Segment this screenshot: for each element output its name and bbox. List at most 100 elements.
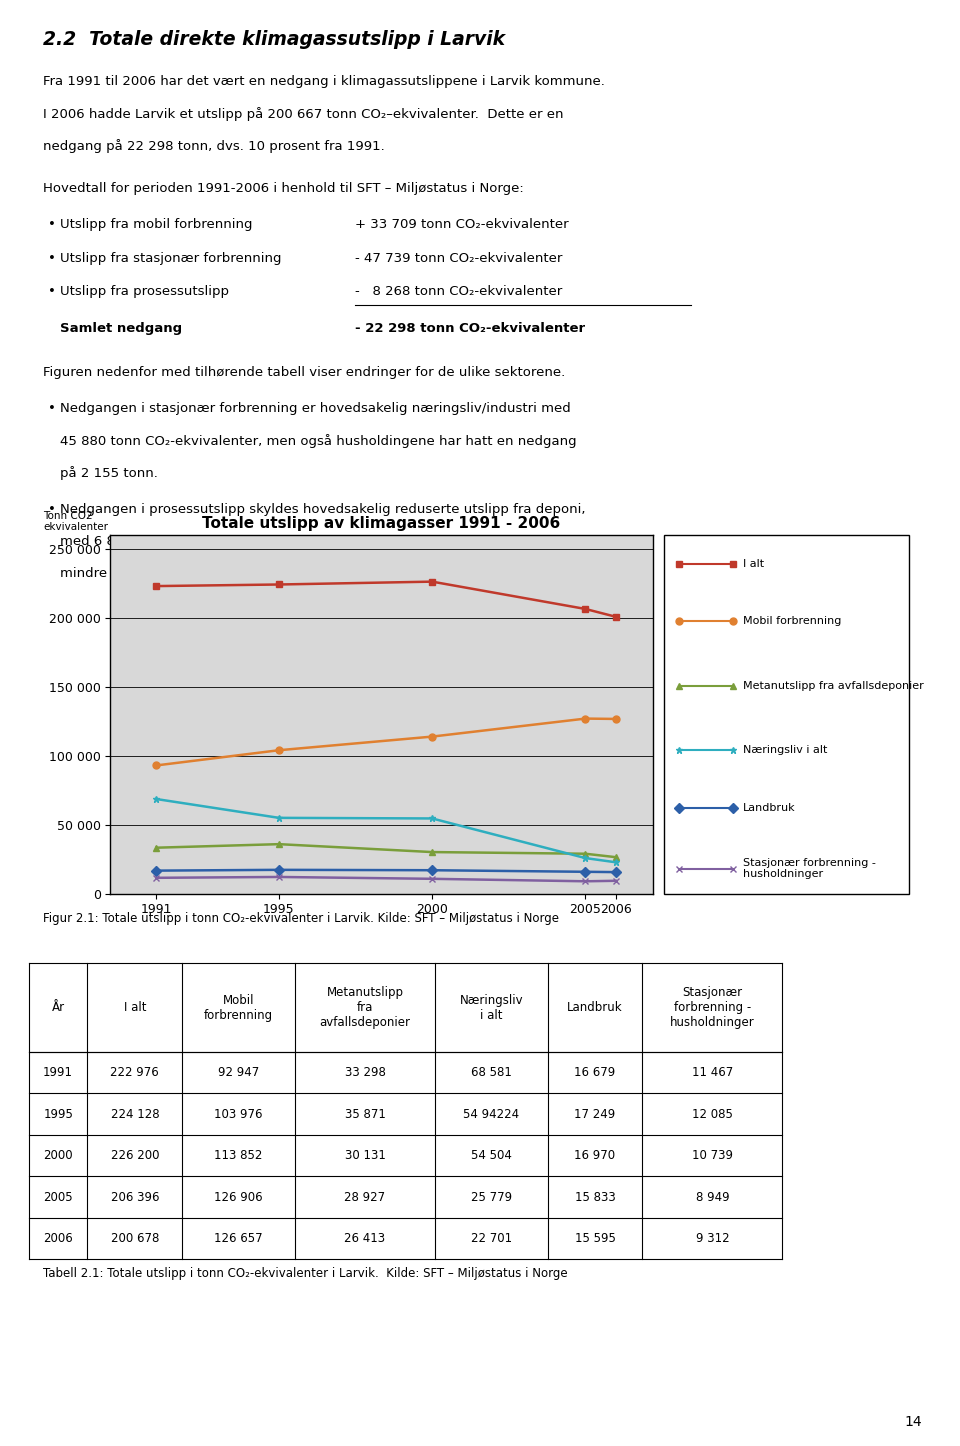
Text: Nedgangen i prosessutslipp skyldes hovedsakelig reduserte utslipp fra deponi,: Nedgangen i prosessutslipp skyldes hoved… bbox=[60, 503, 586, 516]
Text: Nedgangen i stasjonær forbrenning er hovedsakelig næringsliv/industri med: Nedgangen i stasjonær forbrenning er hov… bbox=[60, 402, 571, 415]
Text: 200 678: 200 678 bbox=[110, 1232, 159, 1245]
Text: Stasjonær forbrenning -
husholdninger: Stasjonær forbrenning - husholdninger bbox=[743, 857, 876, 879]
Line: Mobil forbrenning: Mobil forbrenning bbox=[153, 716, 619, 769]
Line: Stasjonær forbrenning -
husholdninger: Stasjonær forbrenning - husholdninger bbox=[153, 873, 619, 885]
Mobil forbrenning bbox=[580, 710, 591, 727]
Text: Hovedtall for perioden 1991-2006 i henhold til SFT – Miljøstatus i Norge:: Hovedtall for perioden 1991-2006 i henho… bbox=[43, 182, 524, 195]
Metanutslipp fra avfallsdeponier bbox=[426, 843, 438, 860]
Text: 113 852: 113 852 bbox=[214, 1150, 263, 1163]
Text: I alt: I alt bbox=[124, 1001, 146, 1014]
I alt bbox=[426, 573, 438, 590]
Text: 35 871: 35 871 bbox=[345, 1108, 385, 1121]
Text: 14: 14 bbox=[904, 1414, 922, 1429]
Landbruk bbox=[580, 863, 591, 881]
Text: Fra 1991 til 2006 har det vært en nedgang i klimagassutslippene i Larvik kommune: Fra 1991 til 2006 har det vært en nedgan… bbox=[43, 75, 605, 88]
Text: 54 504: 54 504 bbox=[470, 1150, 512, 1163]
Stasjonær forbrenning -
husholdninger bbox=[151, 869, 162, 886]
Stasjonær forbrenning -
husholdninger bbox=[426, 870, 438, 888]
Text: 15 595: 15 595 bbox=[575, 1232, 615, 1245]
Text: 30 131: 30 131 bbox=[345, 1150, 385, 1163]
Mobil forbrenning bbox=[151, 756, 162, 774]
Text: Næringsliv
i alt: Næringsliv i alt bbox=[460, 993, 523, 1021]
Text: 54 94224: 54 94224 bbox=[464, 1108, 519, 1121]
Text: Næringsliv i alt: Næringsliv i alt bbox=[743, 745, 827, 755]
Text: Mobil forbrenning: Mobil forbrenning bbox=[743, 616, 841, 626]
Text: 22 701: 22 701 bbox=[470, 1232, 512, 1245]
I alt bbox=[611, 609, 622, 626]
Text: 224 128: 224 128 bbox=[110, 1108, 159, 1121]
Text: på 2 155 tonn.: på 2 155 tonn. bbox=[60, 466, 158, 480]
Text: 16 679: 16 679 bbox=[574, 1066, 615, 1079]
Text: 11 467: 11 467 bbox=[692, 1066, 733, 1079]
Text: 25 779: 25 779 bbox=[470, 1190, 512, 1203]
Text: 103 976: 103 976 bbox=[214, 1108, 263, 1121]
Text: Landbruk: Landbruk bbox=[743, 803, 795, 813]
Text: + 33 709 tonn CO₂-ekvivalenter: + 33 709 tonn CO₂-ekvivalenter bbox=[355, 218, 569, 231]
Title: Totale utslipp av klimagasser 1991 - 2006: Totale utslipp av klimagasser 1991 - 200… bbox=[203, 516, 561, 531]
Text: Mobil
forbrenning: Mobil forbrenning bbox=[204, 993, 274, 1021]
Text: •: • bbox=[48, 252, 56, 265]
Text: - 22 298 tonn CO₂-ekvivalenter: - 22 298 tonn CO₂-ekvivalenter bbox=[355, 322, 586, 335]
Text: Landbruk: Landbruk bbox=[567, 1001, 623, 1014]
Text: 10 739: 10 739 bbox=[692, 1150, 732, 1163]
Næringsliv i alt bbox=[151, 791, 162, 808]
Metanutslipp fra avfallsdeponier bbox=[611, 849, 622, 866]
Text: I alt: I alt bbox=[743, 558, 764, 568]
Line: Næringsliv i alt: Næringsliv i alt bbox=[153, 795, 619, 866]
Stasjonær forbrenning -
husholdninger bbox=[611, 872, 622, 889]
Text: 126 657: 126 657 bbox=[214, 1232, 263, 1245]
Landbruk bbox=[611, 863, 622, 881]
Mobil forbrenning bbox=[611, 710, 622, 727]
Text: År: År bbox=[52, 1001, 64, 1014]
Text: •: • bbox=[48, 402, 56, 415]
Landbruk bbox=[151, 862, 162, 879]
Text: 33 298: 33 298 bbox=[345, 1066, 385, 1079]
Text: 16 970: 16 970 bbox=[574, 1150, 615, 1163]
I alt bbox=[580, 600, 591, 617]
Text: Metanutslipp
fra
avfallsdeponier: Metanutslipp fra avfallsdeponier bbox=[320, 986, 411, 1030]
Line: Landbruk: Landbruk bbox=[153, 866, 619, 876]
Text: Figuren nedenfor med tilhørende tabell viser endringer for de ulike sektorene.: Figuren nedenfor med tilhørende tabell v… bbox=[43, 366, 565, 379]
Næringsliv i alt bbox=[426, 810, 438, 827]
Mobil forbrenning bbox=[274, 742, 285, 759]
Text: 12 085: 12 085 bbox=[692, 1108, 732, 1121]
Text: 68 581: 68 581 bbox=[470, 1066, 512, 1079]
Text: 222 976: 222 976 bbox=[110, 1066, 159, 1079]
Text: -   8 268 tonn CO₂-ekvivalenter: - 8 268 tonn CO₂-ekvivalenter bbox=[355, 285, 563, 298]
I alt bbox=[274, 576, 285, 593]
Text: 2000: 2000 bbox=[43, 1150, 73, 1163]
Text: •: • bbox=[48, 503, 56, 516]
Text: Utslipp fra prosessutslipp: Utslipp fra prosessutslipp bbox=[60, 285, 229, 298]
Stasjonær forbrenning -
husholdninger bbox=[580, 872, 591, 889]
Stasjonær forbrenning -
husholdninger bbox=[274, 868, 285, 885]
Text: 226 200: 226 200 bbox=[110, 1150, 159, 1163]
Landbruk bbox=[426, 862, 438, 879]
Mobil forbrenning bbox=[426, 727, 438, 745]
Text: 2006: 2006 bbox=[43, 1232, 73, 1245]
Text: 2.2  Totale direkte klimagassutslipp i Larvik: 2.2 Totale direkte klimagassutslipp i La… bbox=[43, 30, 505, 49]
Text: Stasjonær
forbrenning -
husholdninger: Stasjonær forbrenning - husholdninger bbox=[670, 986, 755, 1030]
Text: Tabell 2.1: Totale utslipp i tonn CO₂-ekvivalenter i Larvik.  Kilde: SFT – Miljø: Tabell 2.1: Totale utslipp i tonn CO₂-ek… bbox=[43, 1267, 567, 1280]
Text: Samlet nedgang: Samlet nedgang bbox=[60, 322, 182, 335]
Text: 28 927: 28 927 bbox=[345, 1190, 386, 1203]
Text: 17 249: 17 249 bbox=[574, 1108, 615, 1121]
Line: I alt: I alt bbox=[153, 578, 619, 620]
Text: Utslipp fra mobil forbrenning: Utslipp fra mobil forbrenning bbox=[60, 218, 253, 231]
Text: med 6 885 tonn CO₂-ekvivalenter. Landbrukets prosessutslipp har hatt en: med 6 885 tonn CO₂-ekvivalenter. Landbru… bbox=[60, 535, 553, 548]
Metanutslipp fra avfallsdeponier bbox=[274, 836, 285, 853]
Næringsliv i alt bbox=[580, 849, 591, 866]
Text: Tonn CO2
ekvivalenter: Tonn CO2 ekvivalenter bbox=[43, 510, 108, 532]
Text: Utslipp fra stasjonær forbrenning: Utslipp fra stasjonær forbrenning bbox=[60, 252, 282, 265]
Text: I 2006 hadde Larvik et utslipp på 200 667 tonn CO₂–ekvivalenter.  Dette er en: I 2006 hadde Larvik et utslipp på 200 66… bbox=[43, 107, 564, 121]
I alt bbox=[151, 577, 162, 594]
Text: Metanutslipp fra avfallsdeponier: Metanutslipp fra avfallsdeponier bbox=[743, 681, 924, 691]
Text: 1991: 1991 bbox=[43, 1066, 73, 1079]
Text: 15 833: 15 833 bbox=[575, 1190, 615, 1203]
Text: 26 413: 26 413 bbox=[345, 1232, 386, 1245]
Text: nedgang på 22 298 tonn, dvs. 10 prosent fra 1991.: nedgang på 22 298 tonn, dvs. 10 prosent … bbox=[43, 139, 385, 153]
Text: 206 396: 206 396 bbox=[110, 1190, 159, 1203]
Text: Figur 2.1: Totale utslipp i tonn CO₂-ekvivalenter i Larvik. Kilde: SFT – Miljøst: Figur 2.1: Totale utslipp i tonn CO₂-ekv… bbox=[43, 912, 559, 925]
Text: 45 880 tonn CO₂-ekvivalenter, men også husholdingene har hatt en nedgang: 45 880 tonn CO₂-ekvivalenter, men også h… bbox=[60, 434, 577, 448]
Text: 8 949: 8 949 bbox=[696, 1190, 730, 1203]
Text: •: • bbox=[48, 218, 56, 231]
